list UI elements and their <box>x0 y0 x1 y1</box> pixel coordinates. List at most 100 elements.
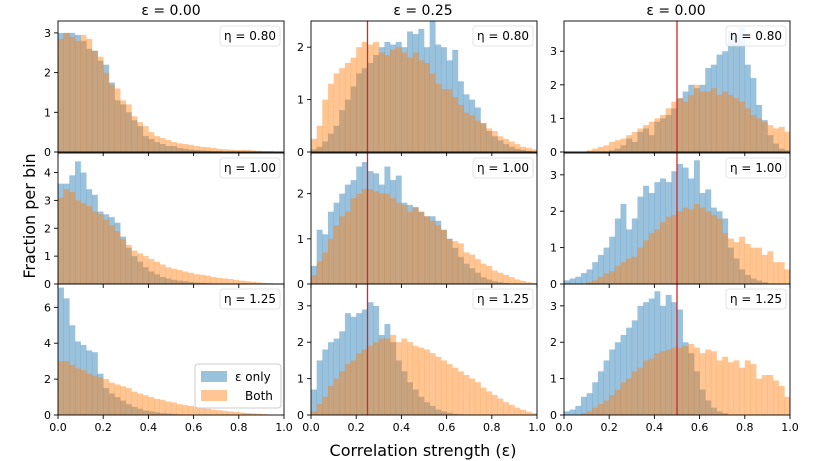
eps-only-bar <box>171 413 177 415</box>
eps-only-bar <box>80 40 87 152</box>
eta-label: η = 1.00 <box>730 161 782 175</box>
both-bar <box>682 207 689 284</box>
eps-only-bar <box>693 88 700 152</box>
both-bar <box>643 240 650 284</box>
both-bar <box>401 204 408 284</box>
eps-only-bar <box>474 272 481 284</box>
eps-only-bar <box>91 50 98 152</box>
both-bar <box>316 125 323 152</box>
eps-only-bar <box>631 218 638 284</box>
both-bar <box>620 262 627 284</box>
eps-only-bar <box>125 112 132 152</box>
both-bar <box>767 374 774 415</box>
both-bar <box>491 394 498 415</box>
both-bar <box>586 150 593 152</box>
both-bar <box>756 247 763 284</box>
y-tick-label: 2 <box>297 41 304 54</box>
both-bar <box>767 125 774 152</box>
both-bar <box>716 360 723 415</box>
both-bar <box>739 367 746 415</box>
x-tick-label: 0.4 <box>140 421 158 434</box>
eps-only-bar <box>58 32 64 152</box>
eps-only-bar <box>373 55 380 152</box>
both-bar <box>327 83 334 152</box>
both-bar <box>114 384 121 415</box>
bars <box>586 27 790 152</box>
eps-only-bar <box>322 234 329 284</box>
x-tick-label: 1.0 <box>275 421 293 434</box>
both-bar <box>750 364 757 415</box>
eps-only-bar <box>407 382 413 415</box>
both-bar <box>508 141 515 152</box>
eps-only-bar <box>412 207 419 284</box>
eps-only-bar <box>452 413 459 415</box>
both-bar <box>204 408 211 415</box>
eps-only-bar <box>114 397 121 415</box>
both-bar <box>435 356 442 415</box>
both-bar <box>457 243 464 284</box>
eps-only-bar <box>176 280 183 284</box>
both-bar <box>407 211 413 284</box>
both-bar <box>609 141 616 152</box>
both-bar <box>710 351 717 415</box>
both-bar <box>671 214 678 284</box>
both-bar <box>603 400 610 415</box>
both-bar <box>344 211 351 284</box>
both-bar <box>665 349 672 415</box>
both-bar <box>373 342 380 415</box>
eps-only-bar <box>564 411 570 415</box>
both-bar <box>654 229 661 284</box>
both-bar <box>210 409 217 415</box>
eps-only-bar <box>154 412 160 415</box>
y-tick-label: 0 <box>44 146 51 159</box>
x-tick-label: 0.8 <box>736 421 754 434</box>
eps-only-bar <box>716 211 723 284</box>
y-tick-label: 0 <box>44 278 51 291</box>
x-tick-label: 0.2 <box>600 421 618 434</box>
both-bar <box>688 344 695 415</box>
both-bar <box>176 404 183 415</box>
eps-only-bar <box>378 184 385 284</box>
eps-only-bar <box>710 207 717 284</box>
both-bar <box>688 209 695 284</box>
both-bar <box>221 149 228 152</box>
both-bar <box>705 349 712 415</box>
eps-only-bar <box>609 150 616 152</box>
both-bar <box>750 247 757 284</box>
both-bar <box>80 203 87 284</box>
eps-only-bar <box>429 405 436 415</box>
both-bar <box>322 99 329 152</box>
both-bar <box>435 83 442 152</box>
both-bar <box>187 144 194 152</box>
eps-only-bar <box>710 64 717 152</box>
both-bar <box>429 353 436 415</box>
eps-only-bar <box>165 278 172 284</box>
both-bar <box>620 138 627 152</box>
both-bar <box>463 112 470 152</box>
x-tick-label: 0.0 <box>49 421 67 434</box>
eps-only-bar <box>142 410 149 415</box>
both-bar <box>440 229 447 284</box>
eps-only-bar <box>480 123 487 152</box>
both-bar <box>193 146 200 152</box>
eps-only-bar <box>193 282 200 284</box>
eps-only-bar <box>631 141 638 152</box>
eps-only-bar <box>137 408 144 415</box>
legend-frame <box>194 363 282 409</box>
eps-only-bar <box>682 342 689 415</box>
both-bar <box>58 361 64 415</box>
both-bar <box>682 345 689 415</box>
both-bar <box>131 116 138 152</box>
eps-only-bar <box>384 41 391 152</box>
both-bar <box>384 338 391 415</box>
eps-only-bar <box>63 298 70 415</box>
both-bar <box>120 386 127 415</box>
both-bar <box>648 358 655 415</box>
eps-only-bar <box>699 84 706 152</box>
both-bar <box>86 38 93 152</box>
both-bar <box>159 264 166 284</box>
both-bar <box>693 84 700 152</box>
both-bar <box>86 373 93 415</box>
both-bar <box>761 374 768 415</box>
both-bar <box>356 47 363 152</box>
